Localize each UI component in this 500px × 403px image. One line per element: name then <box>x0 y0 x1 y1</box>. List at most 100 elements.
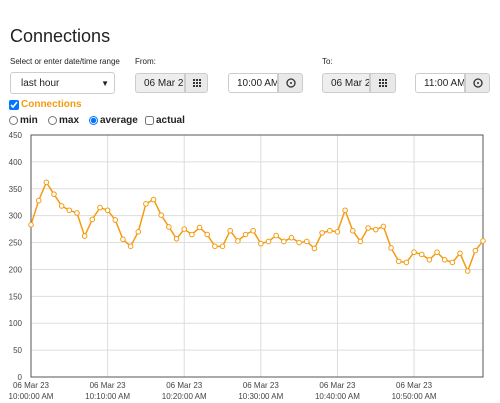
data-point <box>457 250 463 257</box>
clock-icon <box>286 78 296 88</box>
to-time[interactable]: 11:00 AM <box>415 73 465 93</box>
data-point <box>51 191 57 197</box>
range-select[interactable]: last hour ▼ <box>10 72 115 94</box>
data-point <box>449 259 456 266</box>
radio[interactable] <box>9 116 18 125</box>
data-point <box>181 226 188 232</box>
series-line <box>30 180 484 274</box>
data-point <box>166 224 172 230</box>
data-point <box>418 251 425 258</box>
data-point <box>242 231 249 238</box>
option[interactable]: max <box>48 115 79 126</box>
data-point <box>464 268 471 274</box>
data-point <box>81 233 88 239</box>
checkbox[interactable] <box>145 116 154 125</box>
range-select-value: last hour <box>21 78 60 89</box>
calendar-icon <box>193 79 201 87</box>
option-label: average <box>100 115 138 126</box>
option[interactable]: average <box>89 115 138 126</box>
option[interactable]: min <box>9 115 38 126</box>
calendar-icon <box>379 79 387 87</box>
data-point <box>204 231 211 238</box>
from-time[interactable]: 10:00 AM <box>228 73 278 93</box>
clock-icon <box>473 78 483 88</box>
data-point <box>265 238 272 245</box>
data-point <box>426 256 433 263</box>
range-label: Select or enter date/time range <box>10 57 120 66</box>
radio[interactable] <box>48 116 57 125</box>
option-label: actual <box>156 115 185 126</box>
y-tick-label: 50 <box>13 346 22 355</box>
data-point <box>319 230 325 236</box>
option[interactable]: actual <box>145 115 185 126</box>
x-tick-label: 06 Mar 23 10:50:00 AM <box>392 381 437 401</box>
y-tick-label: 150 <box>9 292 23 301</box>
to-date[interactable]: 06 Mar 23 <box>322 73 370 93</box>
y-tick-label: 0 <box>18 373 23 382</box>
data-point <box>303 238 310 245</box>
y-tick-label: 300 <box>9 212 23 221</box>
data-point <box>357 238 364 245</box>
radio[interactable] <box>89 116 98 125</box>
series-toggle[interactable]: Connections <box>9 99 82 110</box>
data-point <box>480 238 486 244</box>
data-point <box>66 207 73 214</box>
plot-border <box>30 134 484 378</box>
data-point <box>35 197 42 204</box>
clock-button[interactable] <box>465 73 490 93</box>
data-point <box>388 245 394 251</box>
data-point <box>74 210 80 216</box>
data-point <box>189 231 195 238</box>
data-point <box>104 207 111 214</box>
data-point <box>235 238 241 244</box>
page-title: Connections <box>10 26 111 46</box>
calendar-button[interactable] <box>370 73 396 93</box>
data-point <box>89 216 96 223</box>
data-point <box>342 207 348 214</box>
data-point <box>296 239 302 246</box>
y-tick-label: 250 <box>9 239 23 248</box>
from-date-value: 06 Mar 23 <box>144 78 185 89</box>
data-point <box>411 249 417 256</box>
x-tick-label: 06 Mar 23 10:30:00 AM <box>238 381 283 401</box>
data-point <box>120 236 126 243</box>
option-label: min <box>20 115 38 126</box>
y-tick-label: 450 <box>9 131 23 140</box>
data-point <box>365 225 371 231</box>
calendar-button[interactable] <box>185 73 208 93</box>
y-tick-label: 350 <box>9 185 23 194</box>
from-date[interactable]: 06 Mar 23 <box>135 73 185 93</box>
data-point <box>380 223 387 230</box>
y-tick-label: 100 <box>9 319 23 328</box>
clock-button[interactable] <box>278 73 303 93</box>
data-point <box>143 201 149 207</box>
data-point <box>288 234 295 241</box>
data-point <box>258 240 264 247</box>
data-point <box>326 227 333 234</box>
data-point <box>372 226 379 233</box>
data-point <box>135 229 142 235</box>
data-point <box>434 249 440 256</box>
y-tick-label: 200 <box>9 265 23 274</box>
data-point <box>227 227 233 234</box>
data-point <box>196 224 203 231</box>
data-point <box>212 243 218 250</box>
x-tick-label: 06 Mar 23 10:10:00 AM <box>85 381 130 401</box>
data-point <box>97 204 103 211</box>
data-point <box>112 217 119 223</box>
option-label: max <box>59 115 80 126</box>
from-label: From: <box>135 57 156 66</box>
x-tick-label: 06 Mar 23 10:00:00 AM <box>9 381 54 401</box>
data-point <box>219 243 226 250</box>
to-label: To: <box>322 57 333 66</box>
data-point <box>311 245 318 252</box>
data-point <box>127 243 134 250</box>
to-time-value: 11:00 AM <box>424 78 465 89</box>
data-point <box>150 196 157 203</box>
series-toggle-label: Connections <box>21 99 82 110</box>
series-checkbox[interactable] <box>9 99 19 110</box>
data-point <box>349 227 356 234</box>
data-point <box>43 179 50 186</box>
